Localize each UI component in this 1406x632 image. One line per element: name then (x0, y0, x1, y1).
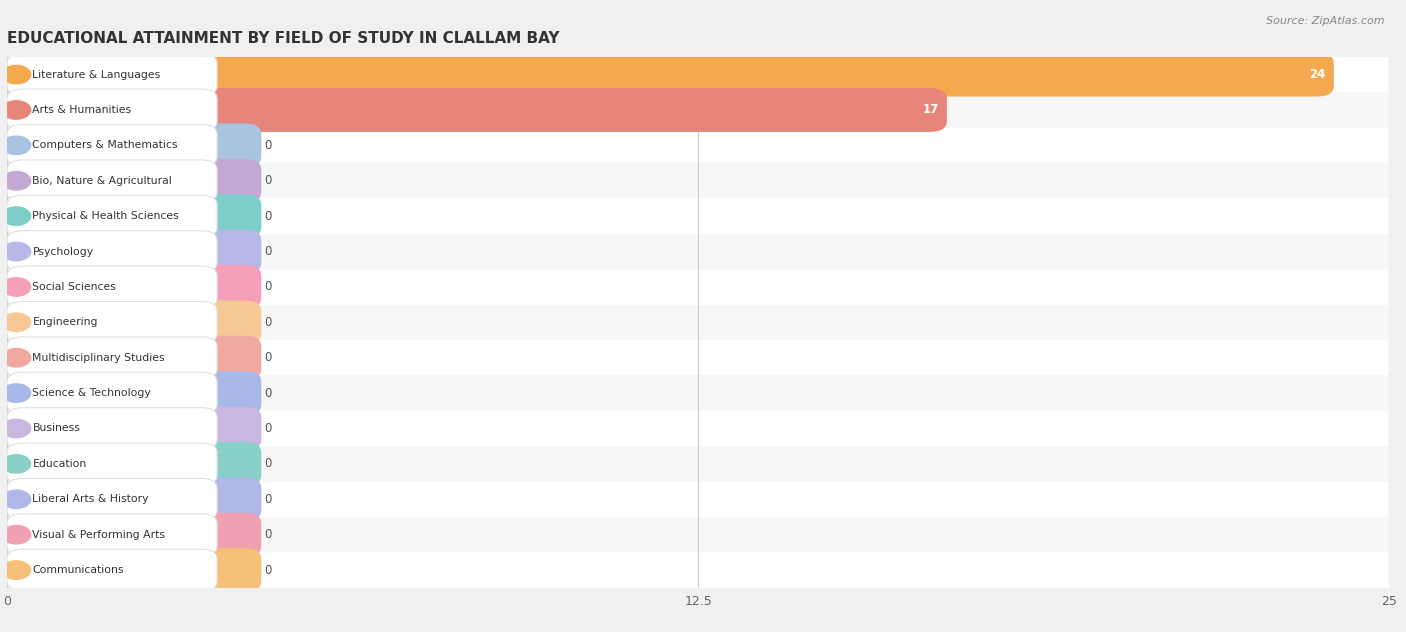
FancyBboxPatch shape (7, 371, 262, 415)
Circle shape (1, 136, 31, 155)
FancyBboxPatch shape (7, 160, 217, 202)
Text: 0: 0 (264, 174, 271, 187)
Bar (7, 198, 1389, 234)
Text: Physical & Health Sciences: Physical & Health Sciences (32, 211, 179, 221)
FancyBboxPatch shape (7, 301, 217, 343)
Bar (7, 305, 1389, 340)
FancyBboxPatch shape (7, 88, 946, 132)
Bar (7, 128, 1389, 163)
Circle shape (1, 525, 31, 544)
Circle shape (1, 490, 31, 509)
FancyBboxPatch shape (7, 443, 217, 485)
Bar (7, 446, 1389, 482)
Bar (7, 269, 1389, 305)
Text: 0: 0 (264, 493, 271, 506)
Circle shape (1, 384, 31, 403)
Text: 0: 0 (264, 422, 271, 435)
Text: Literature & Languages: Literature & Languages (32, 70, 160, 80)
FancyBboxPatch shape (7, 514, 217, 556)
Bar (7, 163, 1389, 198)
Text: 0: 0 (264, 458, 271, 470)
FancyBboxPatch shape (7, 372, 217, 414)
Text: 0: 0 (264, 139, 271, 152)
Text: Business: Business (32, 423, 80, 434)
Text: 24: 24 (1309, 68, 1326, 81)
FancyBboxPatch shape (7, 406, 262, 451)
Text: Psychology: Psychology (32, 246, 94, 257)
Text: 0: 0 (264, 564, 271, 576)
Circle shape (1, 313, 31, 332)
Circle shape (1, 561, 31, 580)
FancyBboxPatch shape (7, 229, 262, 274)
Bar (7, 517, 1389, 552)
Text: 0: 0 (264, 281, 271, 293)
FancyBboxPatch shape (7, 195, 217, 237)
FancyBboxPatch shape (7, 337, 217, 379)
FancyBboxPatch shape (7, 513, 262, 557)
Text: Liberal Arts & History: Liberal Arts & History (32, 494, 149, 504)
FancyBboxPatch shape (7, 52, 1334, 97)
FancyBboxPatch shape (7, 549, 217, 591)
Bar (7, 340, 1389, 375)
FancyBboxPatch shape (7, 125, 217, 166)
Circle shape (1, 348, 31, 367)
Circle shape (1, 207, 31, 226)
Text: 0: 0 (264, 210, 271, 222)
Bar (7, 92, 1389, 128)
FancyBboxPatch shape (7, 194, 262, 238)
Circle shape (1, 419, 31, 438)
FancyBboxPatch shape (7, 54, 217, 95)
FancyBboxPatch shape (7, 89, 217, 131)
Text: Computers & Mathematics: Computers & Mathematics (32, 140, 179, 150)
Bar (7, 552, 1389, 588)
Text: 17: 17 (922, 104, 939, 116)
Text: Education: Education (32, 459, 87, 469)
Text: 0: 0 (264, 245, 271, 258)
Text: Source: ZipAtlas.com: Source: ZipAtlas.com (1267, 16, 1385, 26)
FancyBboxPatch shape (7, 300, 262, 344)
FancyBboxPatch shape (7, 548, 262, 592)
Text: 0: 0 (264, 528, 271, 541)
Bar (7, 375, 1389, 411)
FancyBboxPatch shape (7, 265, 262, 309)
FancyBboxPatch shape (7, 442, 262, 486)
Text: Bio, Nature & Agricultural: Bio, Nature & Agricultural (32, 176, 172, 186)
FancyBboxPatch shape (7, 478, 217, 520)
Text: Multidisciplinary Studies: Multidisciplinary Studies (32, 353, 165, 363)
FancyBboxPatch shape (7, 231, 217, 272)
Text: Social Sciences: Social Sciences (32, 282, 117, 292)
FancyBboxPatch shape (7, 477, 262, 521)
Text: Arts & Humanities: Arts & Humanities (32, 105, 132, 115)
Text: 0: 0 (264, 351, 271, 364)
Text: Communications: Communications (32, 565, 124, 575)
Circle shape (1, 65, 31, 84)
Bar (7, 57, 1389, 92)
Circle shape (1, 242, 31, 261)
Text: 0: 0 (264, 316, 271, 329)
Bar (7, 482, 1389, 517)
FancyBboxPatch shape (7, 408, 217, 449)
Text: Visual & Performing Arts: Visual & Performing Arts (32, 530, 166, 540)
Circle shape (1, 171, 31, 190)
FancyBboxPatch shape (7, 123, 262, 167)
Circle shape (1, 100, 31, 119)
FancyBboxPatch shape (7, 159, 262, 203)
Circle shape (1, 277, 31, 296)
Text: 0: 0 (264, 387, 271, 399)
Bar (7, 411, 1389, 446)
Bar (7, 234, 1389, 269)
Text: Engineering: Engineering (32, 317, 98, 327)
Text: Science & Technology: Science & Technology (32, 388, 152, 398)
FancyBboxPatch shape (7, 336, 262, 380)
Circle shape (1, 454, 31, 473)
FancyBboxPatch shape (7, 266, 217, 308)
Text: EDUCATIONAL ATTAINMENT BY FIELD OF STUDY IN CLALLAM BAY: EDUCATIONAL ATTAINMENT BY FIELD OF STUDY… (7, 31, 560, 46)
